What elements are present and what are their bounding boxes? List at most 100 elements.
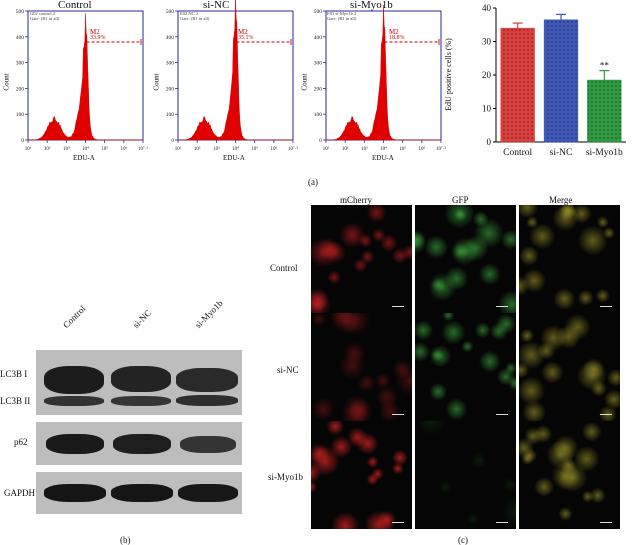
- flow-gate-line: Gate: (R1 in all): [180, 16, 210, 21]
- blot-row-label: LC3B II: [0, 396, 31, 406]
- band: [44, 396, 104, 406]
- x-tick-label: 10⁴: [380, 146, 387, 152]
- micro-col-header: Merge: [549, 195, 573, 205]
- panel-label-c: (c): [458, 535, 468, 545]
- x-tick-label: 10³: [63, 146, 70, 152]
- x-tick-label: 10⁷·²: [138, 146, 148, 152]
- band: [111, 396, 171, 406]
- blot-row-label: p62: [14, 437, 28, 447]
- band: [180, 436, 236, 453]
- y-tick-label: 10: [482, 104, 492, 114]
- y-tick-label: 100: [314, 112, 323, 118]
- histogram-area: [178, 0, 293, 141]
- m2-label: M2: [238, 28, 248, 36]
- y-tick-label: 200: [314, 86, 323, 92]
- bar-ylabel: EdU positive cells (%): [443, 38, 453, 111]
- y-tick-label: 400: [166, 35, 175, 41]
- micrograph-si-nc-merge: [519, 313, 620, 421]
- y-tick-label: 0: [21, 138, 24, 144]
- x-tick-label: 10⁴: [82, 146, 89, 152]
- y-tick-label: 300: [166, 61, 175, 67]
- flow-histogram: 0 100 200 300 400 500 10¹ 10² 10³ 10⁴ 10⁵ 10⁶ 10⁷·²: [16, 9, 149, 152]
- y-tick-label: 300: [16, 61, 25, 67]
- x-tick-label: 10⁷·²: [288, 146, 298, 152]
- bar-Control: [500, 27, 535, 143]
- blot-lc3b: [36, 350, 242, 415]
- band: [44, 484, 106, 502]
- blot-row-label: GAPDH: [4, 488, 36, 498]
- micrograph-si-myo1b-gfp: [415, 421, 516, 529]
- x-tick-label: 10⁷·²: [436, 146, 446, 152]
- y-tick-label: 30: [482, 37, 492, 47]
- x-tick-label: 10²: [342, 146, 349, 152]
- scale-bar: [496, 306, 508, 307]
- m2-percent: 18.8%: [389, 35, 405, 41]
- x-tick-label: 10⁶: [270, 146, 277, 152]
- micrograph-si-nc-mcherry: [311, 313, 412, 421]
- micro-row-label: Control: [270, 263, 298, 273]
- y-tick-label: 500: [166, 9, 175, 15]
- scale-bar: [496, 414, 508, 415]
- scale-bar: [496, 522, 508, 523]
- band: [111, 366, 171, 392]
- scale-bar: [600, 522, 612, 523]
- flow-gate-line: Gate: (R1 in all): [30, 16, 60, 21]
- y-tick-label: 500: [314, 9, 323, 15]
- flow-xlabel: EDU-A: [372, 154, 394, 162]
- micrograph-si-myo1b-merge: [519, 421, 620, 529]
- band: [46, 434, 104, 454]
- y-tick-label: 300: [314, 61, 323, 67]
- flow-gate-line: E02 NC 2: [180, 11, 198, 16]
- band: [113, 434, 171, 454]
- band: [44, 366, 104, 394]
- category-label: si-NC: [550, 148, 573, 158]
- micro-row-label: si-NC: [277, 365, 299, 375]
- m2-label: M2: [389, 28, 399, 36]
- x-tick-label: 10³: [361, 146, 368, 152]
- flow-gate-line: Gate: (R1 in all): [327, 16, 357, 21]
- blot-gapdh: [36, 472, 242, 514]
- significance-label: **: [600, 61, 610, 71]
- x-tick-label: 10⁵: [251, 146, 258, 152]
- scale-bar: [392, 414, 404, 415]
- m2-label: M2: [90, 28, 100, 36]
- y-tick-label: 400: [16, 35, 25, 41]
- scale-bar: [392, 306, 404, 307]
- x-tick-label: 10⁵: [101, 146, 108, 152]
- flow-histogram: 0 100 200 300 400 500 10¹ 10² 10³ 10⁴ 10⁵ 10⁶ 10⁷·²: [314, 4, 446, 152]
- m2-percent: 33.9%: [90, 35, 106, 41]
- flow-title: si-NC: [203, 0, 230, 11]
- blot-header: si-Myo1b: [192, 298, 225, 330]
- x-tick-label: 10¹: [25, 146, 32, 152]
- flow-histogram: 0 100 200 300 400 500 10¹ 10² 10³ 10⁴ 10⁵ 10⁶ 10⁷·²: [166, 0, 298, 152]
- x-tick-label: 10³: [213, 146, 220, 152]
- bar-si-Myo1b: [587, 79, 622, 143]
- band: [176, 395, 238, 406]
- micrograph-si-nc-gfp: [415, 313, 516, 421]
- y-tick-label: 400: [314, 35, 323, 41]
- blot-row-label: LC3B I: [0, 369, 28, 379]
- bar-si-NC: [543, 19, 579, 143]
- panel-label-b: (b): [120, 535, 131, 545]
- micrograph-control-merge: [519, 205, 620, 313]
- band: [176, 368, 238, 392]
- scale-bar: [600, 306, 612, 307]
- y-tick-label: 0: [319, 138, 322, 144]
- flow-title: si-Myo1b: [350, 0, 393, 11]
- y-tick-label: 0: [487, 137, 492, 147]
- flow-gate-line: E01 si-Myo1b 2: [327, 11, 357, 16]
- micrograph-control-gfp: [415, 205, 516, 313]
- flow-histograms: 0 100 200 300 400 500 10¹ 10² 10³ 10⁴ 10⁵ 10⁶ 10⁷·² 0…: [16, 0, 446, 152]
- micrograph-si-myo1b-mcherry: [311, 421, 412, 529]
- band: [178, 484, 238, 502]
- scale-bar: [600, 414, 612, 415]
- blot-header: si-NC: [130, 307, 154, 330]
- flow-xlabel: EDU-A: [223, 154, 245, 162]
- y-tick-label: 0: [171, 138, 174, 144]
- y-tick-label: 100: [16, 112, 25, 118]
- y-tick-label: 20: [482, 70, 492, 80]
- flow-gate-line: G02 control 2: [30, 11, 55, 16]
- x-tick-label: 10⁴: [232, 146, 239, 152]
- y-tick-label: 100: [166, 112, 175, 118]
- y-tick-label: 500: [16, 9, 25, 15]
